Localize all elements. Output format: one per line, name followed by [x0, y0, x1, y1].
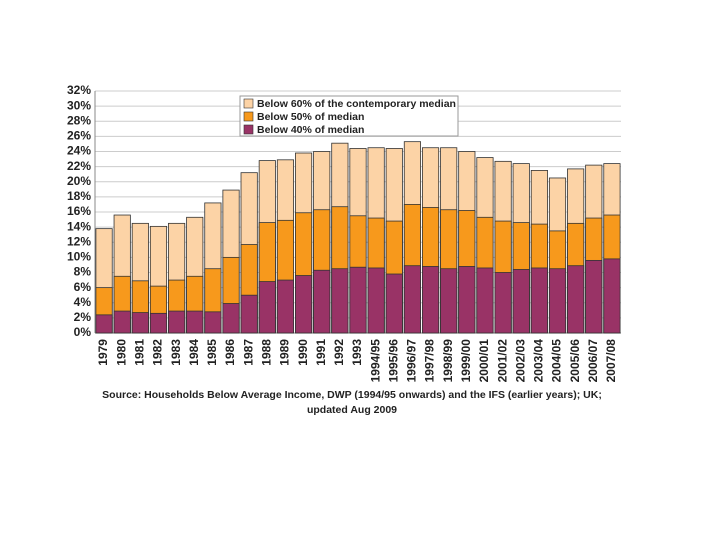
y-tick-label: 20%: [67, 174, 91, 188]
y-tick-label: 14%: [67, 219, 91, 233]
y-tick-label: 26%: [67, 129, 91, 143]
x-tick-label: 2004/05: [550, 339, 564, 383]
bar: [276, 279, 295, 334]
y-tick-label: 0%: [74, 325, 92, 339]
bar: [331, 268, 349, 334]
x-tick-label: 1983: [169, 339, 183, 366]
bar: [385, 273, 403, 334]
bar: [567, 265, 585, 334]
x-tick-label: 1980: [114, 339, 128, 366]
source-note: Source: Households Below Average Income,…: [102, 389, 602, 401]
legend-swatch: [243, 124, 254, 135]
y-tick-label: 4%: [74, 295, 92, 309]
bar: [349, 266, 367, 334]
x-tick-label: 1992: [332, 339, 346, 366]
x-tick-label: 1986: [223, 339, 237, 366]
source-note: updated Aug 2009: [307, 404, 397, 416]
bar: [421, 266, 440, 334]
x-tick-label: 2001/02: [495, 339, 509, 383]
y-tick-label: 8%: [74, 265, 92, 279]
x-tick-label: 1996/97: [405, 339, 419, 383]
bar: [222, 303, 240, 334]
bar: [204, 311, 222, 334]
x-tick-label: 1981: [133, 339, 147, 366]
bar: [603, 258, 621, 334]
y-tick-label: 6%: [74, 280, 92, 294]
bar: [548, 268, 567, 334]
x-tick-label: 1998/99: [441, 339, 455, 383]
y-tick-label: 18%: [67, 189, 91, 203]
legend-box: [239, 95, 459, 137]
x-tick-label: 2003/04: [532, 339, 546, 383]
bar: [476, 267, 494, 334]
y-tick-label: 24%: [67, 144, 91, 158]
y-tick-label: 32%: [67, 83, 91, 97]
x-tick-label: 1988: [259, 339, 273, 366]
y-tick-label: 10%: [67, 250, 91, 264]
legend-swatch: [243, 98, 254, 109]
x-tick-label: 2007/08: [604, 339, 618, 383]
x-tick-label: 1985: [205, 339, 219, 366]
x-tick-label: 1987: [241, 339, 255, 366]
legend-label: Below 50% of median: [257, 111, 364, 123]
x-tick-label: 2002/03: [513, 339, 527, 383]
y-tick-label: 2%: [74, 310, 92, 324]
x-tick-label: 1990: [296, 339, 310, 366]
x-tick-label: 1994/95: [368, 339, 382, 383]
legend-label: Below 60% of the contemporary median: [257, 98, 456, 110]
legend-label: Below 40% of median: [257, 124, 364, 136]
bar: [585, 259, 603, 334]
x-tick-label: 1991: [314, 339, 328, 366]
bar: [240, 294, 258, 334]
bar: [113, 310, 131, 334]
y-tick-label: 22%: [67, 159, 91, 173]
x-tick-label: 2000/01: [477, 339, 491, 383]
x-tick-label: 1979: [96, 339, 110, 366]
x-tick-label: 1993: [350, 339, 364, 366]
bar: [367, 267, 385, 334]
y-tick-label: 30%: [67, 98, 91, 112]
bar: [168, 310, 186, 334]
x-tick-label: 1984: [187, 339, 201, 366]
x-tick-label: 1989: [278, 339, 292, 366]
bar: [186, 310, 204, 334]
x-tick-label: 1999/00: [459, 339, 473, 383]
bar: [458, 266, 476, 334]
bar: [494, 272, 512, 334]
bar: [440, 268, 458, 334]
x-tick-label: 1997/98: [423, 339, 437, 383]
bar: [512, 269, 530, 334]
y-tick-label: 12%: [67, 234, 91, 248]
bar: [95, 314, 113, 334]
bar: [530, 267, 548, 334]
bar: [313, 269, 331, 334]
bar: [403, 265, 421, 334]
y-tick-label: 28%: [67, 113, 91, 127]
y-tick-label: 16%: [67, 204, 91, 218]
x-tick-label: 1982: [151, 339, 165, 366]
bar: [149, 312, 168, 334]
bar: [131, 312, 149, 334]
x-tick-label: 2006/07: [586, 339, 600, 383]
x-tick-label: 1995/96: [386, 339, 400, 383]
legend-swatch: [243, 111, 254, 122]
bar: [258, 281, 276, 334]
bar: [295, 275, 313, 334]
x-tick-label: 2005/06: [568, 339, 582, 383]
